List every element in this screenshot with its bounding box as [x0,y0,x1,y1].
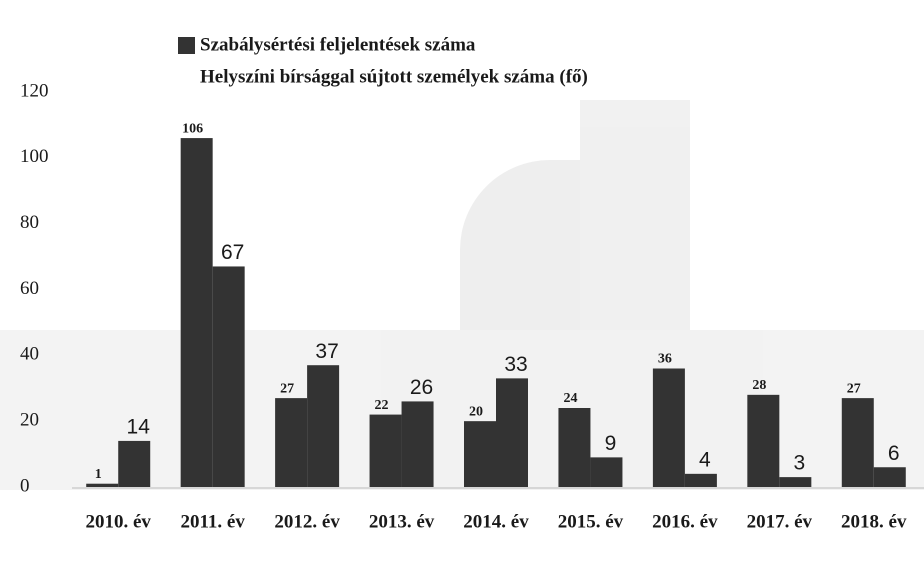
bar [558,408,591,487]
data-label: 33 [504,353,527,376]
bar [307,365,340,487]
data-label: 9 [605,432,617,455]
data-label: 106 [182,121,203,136]
y-tick-label: 0 [20,475,30,496]
legend-label: Helyszíni bírsággal sújtott személyek sz… [200,66,588,87]
y-tick-label: 120 [20,80,49,101]
data-label: 27 [847,381,861,396]
x-tick-label: 2017. év [747,511,813,532]
data-label: 24 [563,391,577,406]
bar [747,394,780,487]
bar [86,483,119,487]
bar [590,457,623,487]
y-tick-label: 20 [20,410,39,431]
bar [684,473,717,487]
data-label: 28 [752,378,766,393]
data-label: 4 [699,448,711,471]
bar [873,467,906,487]
bar [652,368,685,487]
bar [841,398,874,487]
bar [212,266,245,487]
x-tick-label: 2014. év [463,511,529,532]
bar [401,401,434,487]
bar [118,440,151,487]
legend-label: Szabálysértési feljelentések száma [200,34,476,55]
data-label: 27 [280,381,294,396]
bar [180,138,213,488]
x-tick-label: 2018. év [841,511,907,532]
bar [464,421,496,487]
data-label: 6 [888,442,900,465]
bar [779,477,812,487]
x-tick-label: 2010. év [86,511,152,532]
y-tick-label: 100 [20,146,49,167]
data-label: 3 [793,452,805,475]
data-label: 26 [410,376,433,399]
data-label: 67 [221,241,244,264]
y-tick-label: 40 [20,344,39,365]
data-label: 36 [658,352,672,367]
y-tick-label: 80 [20,212,39,233]
x-tick-label: 2016. év [652,511,718,532]
bar [275,398,308,487]
data-label: 37 [315,340,338,363]
bar [369,414,402,487]
x-tick-label: 2013. év [369,511,435,532]
data-label: 14 [127,415,151,438]
legend-marker [178,37,195,54]
bar [496,378,528,487]
y-tick-label: 60 [20,278,39,299]
x-tick-label: 2012. év [274,511,340,532]
data-label: 1 [95,467,102,482]
data-label: 22 [375,398,389,413]
x-tick-label: 2015. év [558,511,624,532]
data-label: 20 [469,404,483,419]
x-tick-label: 2011. év [180,511,245,532]
